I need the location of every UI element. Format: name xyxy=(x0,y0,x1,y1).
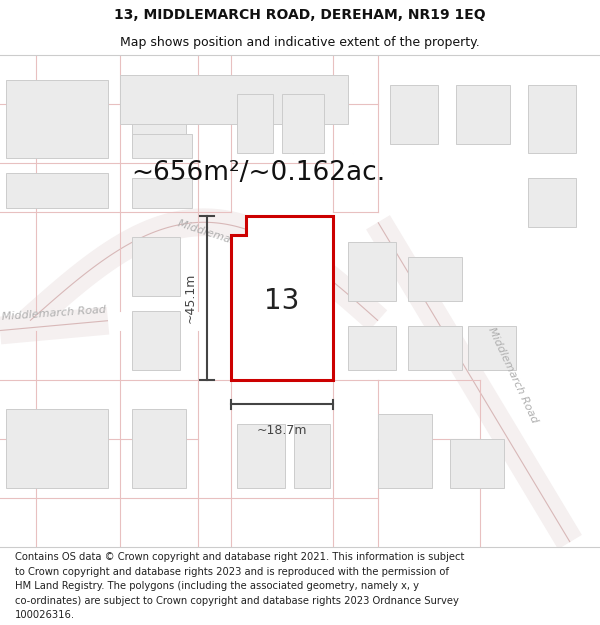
Bar xyxy=(120,74,348,124)
Bar xyxy=(237,424,285,488)
Text: HM Land Registry. The polygons (including the associated geometry, namely x, y: HM Land Registry. The polygons (includin… xyxy=(15,581,419,591)
Bar xyxy=(132,237,180,296)
Text: Map shows position and indicative extent of the property.: Map shows position and indicative extent… xyxy=(120,36,480,49)
Bar xyxy=(450,439,504,488)
Text: Middlemarch Road: Middlemarch Road xyxy=(177,219,279,261)
Bar xyxy=(348,326,396,370)
Text: Middlemarch Road: Middlemarch Road xyxy=(2,304,106,322)
Bar xyxy=(6,173,108,208)
Text: 100026316.: 100026316. xyxy=(15,610,75,620)
Text: Middlemarch Road: Middlemarch Road xyxy=(487,326,539,424)
Bar xyxy=(6,409,108,488)
Bar xyxy=(237,94,273,153)
Bar xyxy=(528,178,576,227)
Bar xyxy=(6,79,108,158)
Text: Contains OS data © Crown copyright and database right 2021. This information is : Contains OS data © Crown copyright and d… xyxy=(15,552,464,562)
Bar xyxy=(294,424,330,488)
Bar xyxy=(132,134,192,158)
Bar xyxy=(456,84,510,144)
Bar xyxy=(348,242,396,301)
Bar xyxy=(408,326,462,370)
Bar xyxy=(468,326,516,370)
Bar xyxy=(132,84,186,153)
Bar xyxy=(132,311,180,370)
Text: co-ordinates) are subject to Crown copyright and database rights 2023 Ordnance S: co-ordinates) are subject to Crown copyr… xyxy=(15,596,459,606)
Bar xyxy=(378,414,432,488)
Text: ~45.1m: ~45.1m xyxy=(183,273,196,323)
Bar xyxy=(390,84,438,144)
Text: 13: 13 xyxy=(265,287,299,315)
Text: to Crown copyright and database rights 2023 and is reproduced with the permissio: to Crown copyright and database rights 2… xyxy=(15,567,449,577)
Bar xyxy=(408,257,462,301)
Bar xyxy=(528,84,576,153)
Bar xyxy=(282,94,324,153)
Text: 13, MIDDLEMARCH ROAD, DEREHAM, NR19 1EQ: 13, MIDDLEMARCH ROAD, DEREHAM, NR19 1EQ xyxy=(114,8,486,22)
Bar xyxy=(132,409,186,488)
Text: ~18.7m: ~18.7m xyxy=(257,424,307,437)
Polygon shape xyxy=(231,216,333,380)
Text: ~656m²/~0.162ac.: ~656m²/~0.162ac. xyxy=(131,160,385,186)
Bar xyxy=(132,178,192,208)
